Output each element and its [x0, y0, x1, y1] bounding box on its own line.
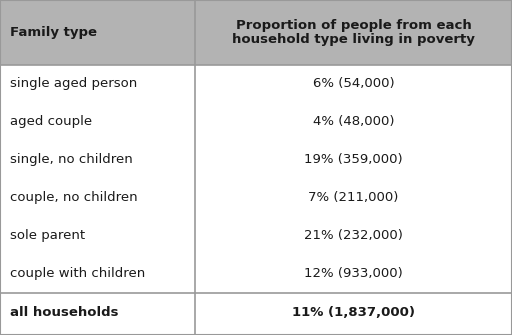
Text: single, no children: single, no children	[10, 153, 133, 166]
Bar	[0, 0, 512, 65]
Text: 19% (359,000): 19% (359,000)	[304, 153, 403, 166]
Text: 6% (54,000): 6% (54,000)	[313, 77, 394, 90]
Text: Family type: Family type	[10, 26, 97, 39]
Bar	[0, 179, 512, 217]
Bar	[0, 217, 512, 255]
Text: single aged person: single aged person	[10, 77, 137, 90]
Bar	[0, 103, 512, 141]
Text: couple with children: couple with children	[10, 268, 145, 280]
Text: 7% (211,000): 7% (211,000)	[308, 192, 399, 204]
Text: 4% (48,000): 4% (48,000)	[313, 116, 394, 129]
Text: aged couple: aged couple	[10, 116, 92, 129]
Bar	[0, 255, 512, 293]
Text: Proportion of people from each
household type living in poverty: Proportion of people from each household…	[232, 18, 475, 47]
Text: 11% (1,837,000): 11% (1,837,000)	[292, 306, 415, 319]
Text: all households: all households	[10, 306, 118, 319]
Bar	[0, 293, 512, 331]
Text: couple, no children: couple, no children	[10, 192, 138, 204]
Text: 12% (933,000): 12% (933,000)	[304, 268, 403, 280]
Text: sole parent: sole parent	[10, 229, 85, 243]
Bar	[0, 141, 512, 179]
Bar	[0, 65, 512, 103]
Text: 21% (232,000): 21% (232,000)	[304, 229, 403, 243]
